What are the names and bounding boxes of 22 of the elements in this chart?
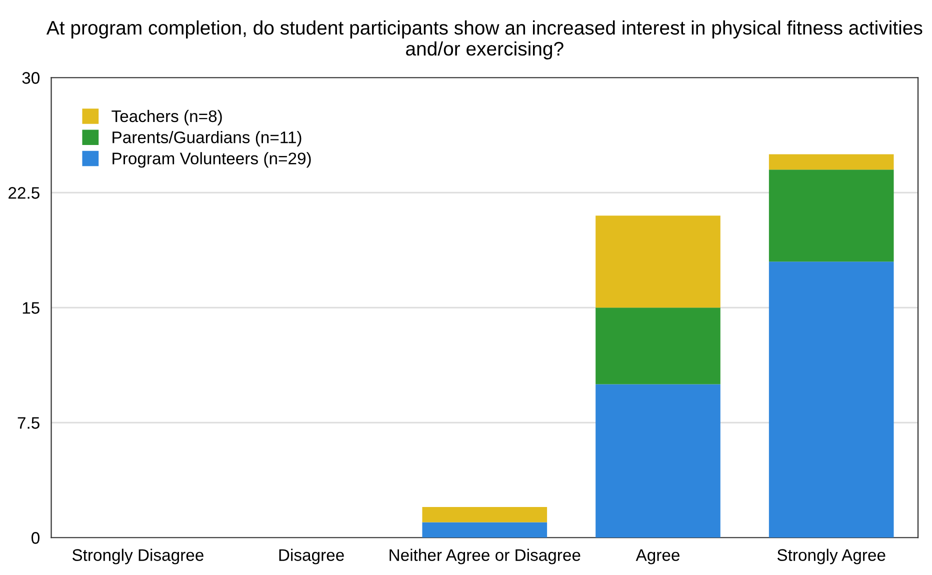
bar xyxy=(768,170,894,262)
y-tick-label: 30 xyxy=(22,72,40,84)
legend-label: Program Volunteers (n=29) xyxy=(112,152,311,168)
x-tick-label: Strongly Disagree xyxy=(72,548,204,564)
y-tick-label: 0 xyxy=(32,532,40,544)
legend-label: Parents/Guardians (n=11) xyxy=(112,131,302,147)
bar xyxy=(422,506,548,522)
bar xyxy=(768,154,894,170)
bar xyxy=(596,308,720,384)
x-tick-label: Disagree xyxy=(279,548,344,564)
y-tick-label: 22.5 xyxy=(8,187,40,199)
bar xyxy=(596,384,720,538)
legend-label: Teachers (n=8) xyxy=(112,110,222,126)
y-tick-label: 7.5 xyxy=(18,417,40,429)
x-tick-label: Strongly Agree xyxy=(777,548,886,564)
bar xyxy=(768,262,894,538)
x-tick-label: Neither Agree or Disagree xyxy=(390,548,580,564)
bar xyxy=(596,216,720,308)
bar xyxy=(422,522,548,538)
x-tick-label: Agree xyxy=(636,549,680,564)
chart-title: At program completion, do student participants show an increased interest in physical fitness activities and/or exercising? xyxy=(46,20,922,60)
y-tick-label: 15 xyxy=(22,302,40,314)
